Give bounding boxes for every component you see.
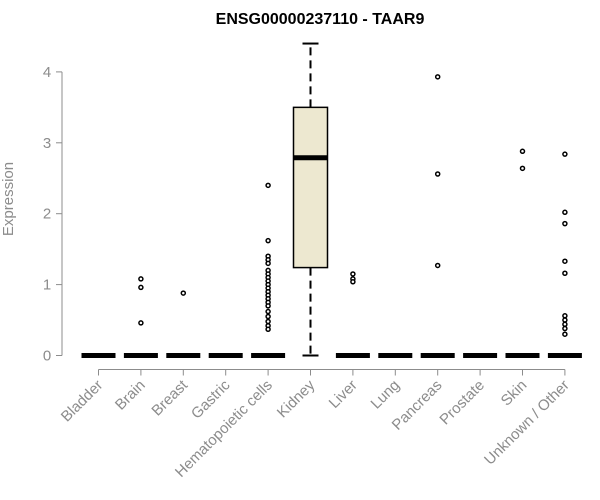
y-tick-label: 2 — [43, 206, 51, 223]
box-skin — [505, 148, 540, 358]
box-hematopoietic-cells — [251, 182, 286, 358]
x-tick-label: Skin — [498, 377, 531, 410]
outlier-point — [562, 331, 568, 337]
box-brain — [123, 276, 158, 358]
chart-title: ENSG00000237110 - TAAR9 — [216, 11, 425, 28]
outlier-point — [265, 313, 271, 320]
outlier-point — [265, 303, 271, 309]
outlier-point — [562, 313, 568, 319]
outlier-point — [519, 165, 526, 172]
outlier-point — [562, 220, 568, 227]
outlier-point — [562, 321, 568, 328]
outlier-point — [562, 258, 568, 264]
outlier-point — [562, 325, 568, 332]
outlier-point — [562, 209, 568, 216]
outlier-point — [265, 318, 271, 325]
y-axis-label: Expression — [0, 162, 17, 236]
outlier-point — [265, 326, 271, 333]
outlier-point — [138, 276, 144, 282]
y-tick-label: 0 — [43, 348, 51, 365]
box-kidney — [292, 42, 329, 357]
box-pancreas — [420, 74, 455, 358]
outlier-point — [138, 284, 144, 291]
box-unknown-other — [547, 151, 582, 358]
outlier-point — [434, 262, 441, 269]
x-tick-label: Kidney — [274, 376, 319, 421]
y-tick-label: 4 — [43, 64, 51, 81]
box-breast — [166, 290, 201, 358]
outlier-point — [138, 320, 144, 326]
y-axis: 0 1 2 3 4 — [43, 64, 63, 365]
outlier-point — [265, 308, 271, 315]
outlier-point — [562, 317, 568, 323]
outlier-point — [562, 270, 568, 277]
x-tick-label: Brain — [112, 377, 149, 414]
outlier-point — [265, 260, 271, 267]
outlier-point — [350, 279, 356, 285]
x-tick-label: Bladder — [58, 377, 107, 426]
x-tick-label: Lung — [368, 377, 404, 413]
box-liver — [335, 271, 370, 358]
x-tick-label: Breast — [148, 376, 191, 419]
x-tick-label: Prostate — [436, 377, 488, 429]
outlier-point — [180, 290, 187, 296]
x-tick-label: Liver — [326, 377, 361, 412]
outlier-point — [434, 74, 441, 80]
outlier-point — [350, 271, 356, 277]
outlier-point — [265, 237, 271, 244]
outlier-point — [434, 171, 441, 177]
y-tick-label: 3 — [43, 135, 51, 152]
y-tick-label: 1 — [43, 277, 51, 294]
outlier-point — [519, 148, 526, 155]
box-series — [81, 42, 582, 358]
outlier-point — [265, 182, 271, 189]
iqr-box — [292, 106, 329, 269]
outlier-point — [562, 151, 568, 157]
